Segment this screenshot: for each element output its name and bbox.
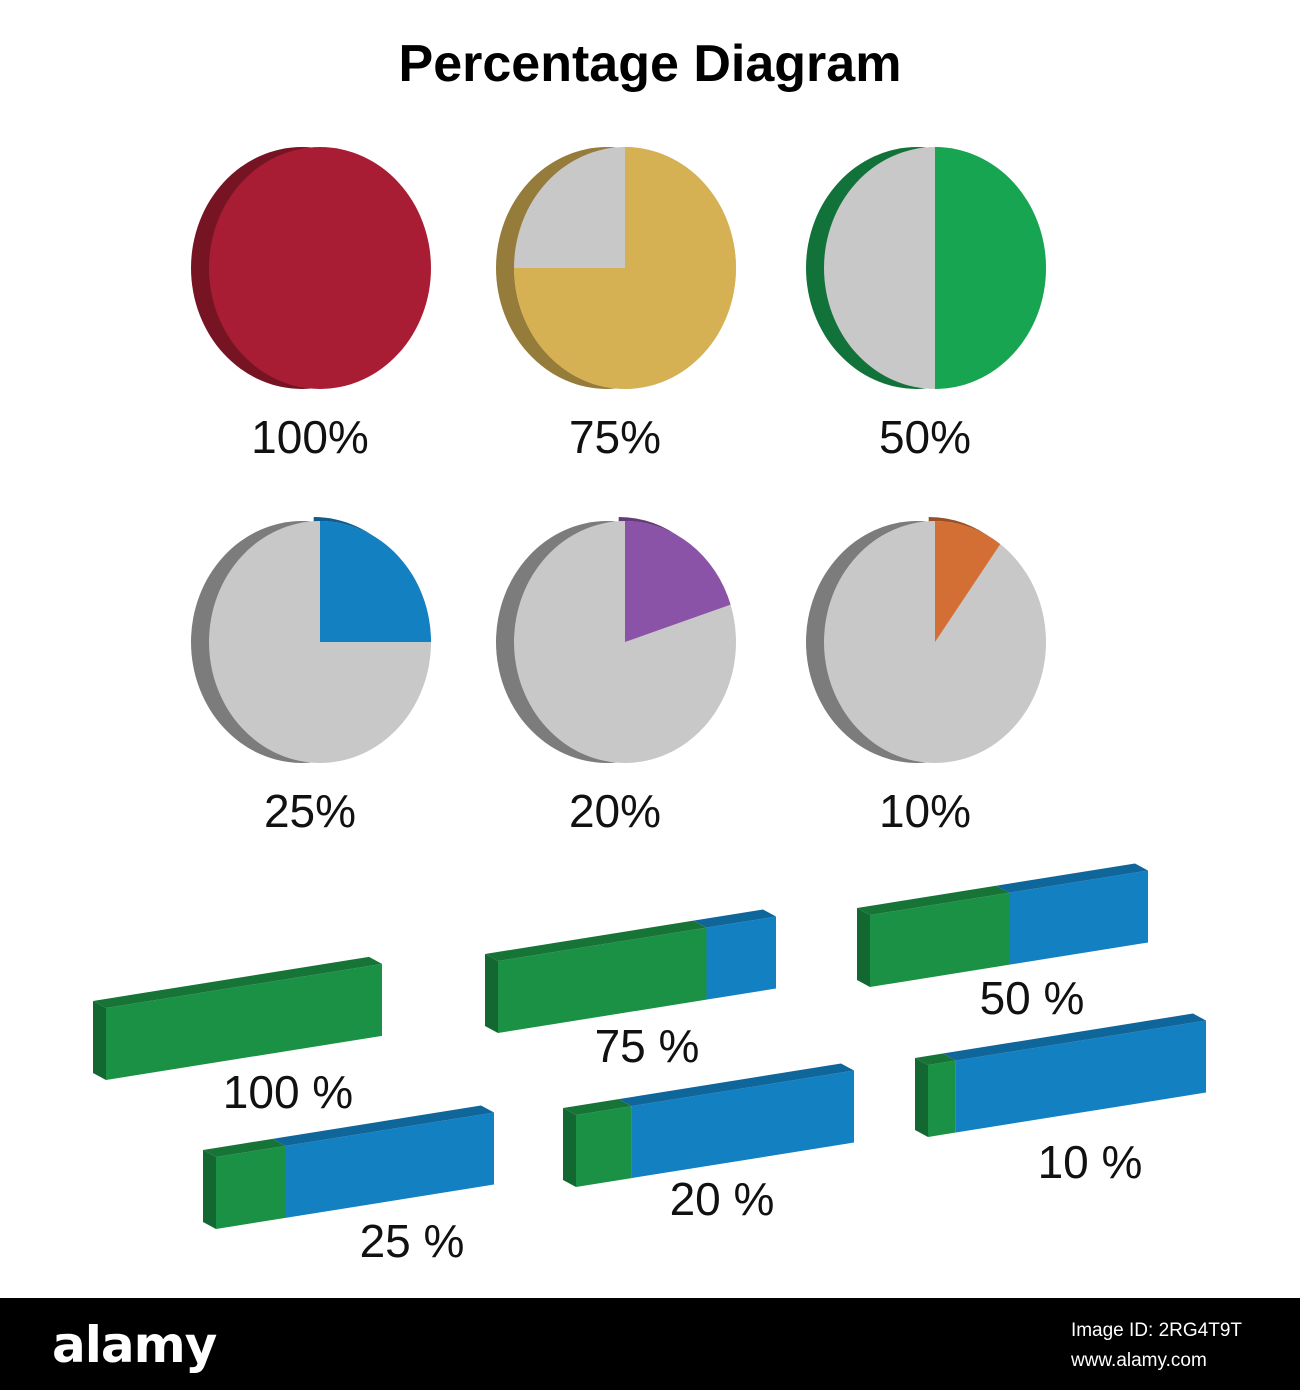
pie-label: 20% [569,785,661,837]
bar-50: 50 % [857,863,1148,1024]
bar-remainder-front [1009,870,1148,965]
pie-10: 10% [806,517,1046,837]
bar-remainder-front [631,1070,854,1179]
pie-75: 75% [496,147,736,463]
bar-100: 100 % [93,956,382,1118]
bar-fill-front [106,963,382,1080]
pie-50: 50% [806,147,1046,463]
bar-end [857,908,870,987]
bar-label: 75 % [595,1020,700,1072]
pie-slice [935,147,1046,389]
site-url: www.alamy.com [1070,1350,1207,1371]
bar-end [93,1001,106,1080]
alamy-logo: alamy [52,1316,217,1374]
bar-20: 20 % [563,1063,854,1225]
pie-label: 25% [264,785,356,837]
bar-75: 75 % [485,909,776,1072]
bar-fill-top [915,1053,956,1065]
bar-label: 50 % [980,972,1085,1024]
pie-label: 100% [251,411,369,463]
image-credit: Image ID: 2RG4T9T www.alamy.com [1071,1316,1242,1376]
bar-remainder-top [996,863,1148,893]
pie-label: 50% [879,411,971,463]
bar-fill-top [563,1099,632,1115]
watermark-footer: alamy Image ID: 2RG4T9T www.alamy.com [0,1298,1300,1390]
pie-20: 20% [496,517,736,837]
bar-fill-top [857,885,1009,915]
bar-fill-top [485,920,707,961]
pie-slice [320,521,431,642]
chart-title: Percentage Diagram [398,35,902,93]
bar-end [485,954,498,1033]
bar-label: 25 % [360,1215,465,1267]
pie-100: 100% [191,147,431,463]
bar-fill-front [498,927,707,1033]
bar-remainder-front [285,1112,494,1218]
pie-slice [209,147,431,389]
pie-slice [514,147,736,389]
bar-label: 100 % [223,1066,353,1118]
bar-end [915,1058,928,1137]
bar-charts: 100 % 75 % 50 % 25 % 20 % 10 % [93,863,1206,1267]
bar-remainder-top [618,1063,854,1107]
bar-remainder-top [693,909,776,928]
bar-25: 25 % [203,1105,494,1267]
bar-label: 10 % [1038,1136,1143,1188]
bar-remainder-top [272,1105,494,1146]
bar-fill-front [216,1145,286,1229]
bar-remainder-top [942,1013,1206,1061]
pie-slice [625,521,731,642]
bar-end [203,1150,216,1229]
pie-charts: 100% 75% 50% 25% 20% 10% [191,147,1046,837]
bar-fill-front [576,1106,632,1187]
pie-label: 10% [879,785,971,837]
bar-10: 10 % [915,1013,1206,1188]
bar-remainder-front [955,1020,1206,1133]
pie-25: 25% [191,517,431,837]
pie-label: 75% [569,411,661,463]
bar-fill-front [870,892,1009,987]
bar-fill-front [928,1060,956,1137]
bar-end [563,1108,576,1187]
pie-slice [935,521,1001,642]
percentage-diagram: 100% 75% 50% 25% 20% 10% 100 % 75 % 50 % 25 % 20 … [93,147,1206,1267]
bar-remainder-front [706,916,776,1000]
image-id: Image ID: 2RG4T9T [1070,1320,1242,1341]
bar-fill-top [203,1138,286,1157]
bar-fill-top [93,956,382,1008]
bar-label: 20 % [670,1173,775,1225]
